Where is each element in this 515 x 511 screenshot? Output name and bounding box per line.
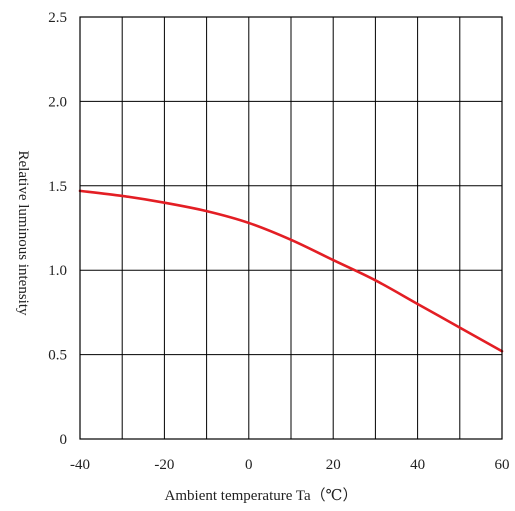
plot-frame-layer [79, 16, 503, 440]
x-tick-label: 20 [326, 457, 341, 473]
x-tick-labels: -40 -20 0 20 40 60 [70, 457, 510, 473]
y-axis-title: Relative luminous intensity [15, 151, 31, 316]
y-tick-label: 0 [60, 432, 68, 448]
y-tick-label: 2.5 [48, 10, 67, 26]
x-tick-label: -20 [154, 457, 174, 473]
series-line [78, 189, 504, 353]
y-tick-label: 1.0 [48, 263, 67, 279]
y-tick-label: 2.0 [48, 94, 67, 110]
plot-frame [79, 16, 503, 440]
x-tick-label: 60 [495, 457, 510, 473]
y-tick-label: 1.5 [48, 179, 67, 195]
x-tick-label: 0 [245, 457, 253, 473]
x-tick-label: 40 [410, 457, 425, 473]
x-tick-label: -40 [70, 457, 90, 473]
series-layer [78, 189, 504, 353]
y-tick-labels: 0 0.5 1.0 1.5 2.0 2.5 [48, 10, 67, 448]
x-axis-title: Ambient temperature Ta（℃） [165, 487, 358, 504]
y-tick-label: 0.5 [48, 348, 67, 364]
grid-lines [79, 16, 503, 440]
